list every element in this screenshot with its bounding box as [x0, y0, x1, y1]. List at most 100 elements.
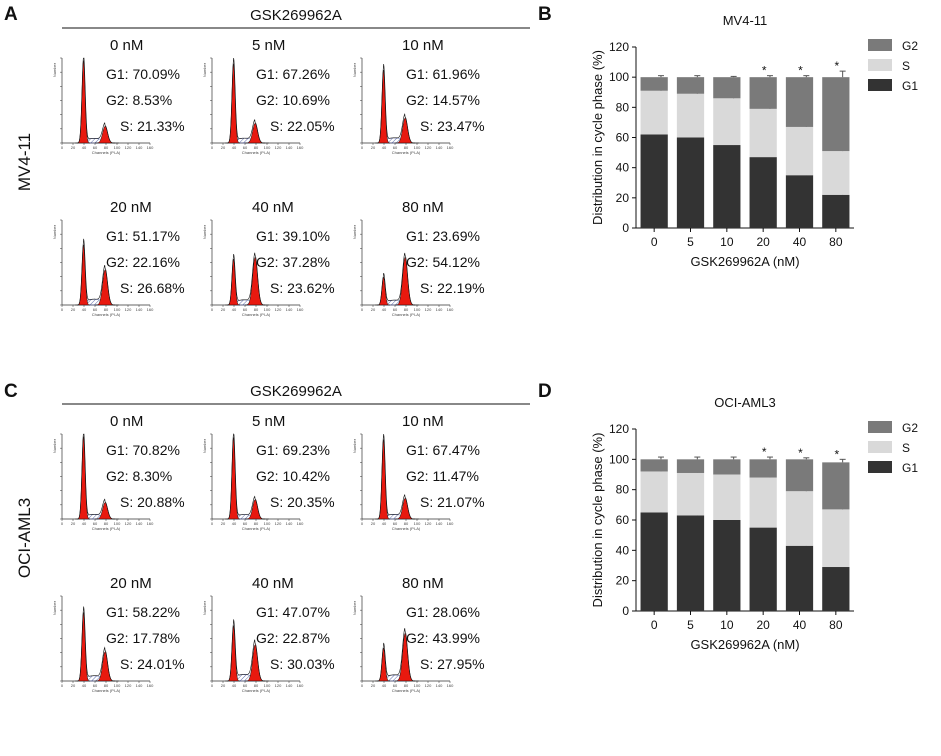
histogram-x-label: Channels (PI-A): [92, 150, 121, 155]
histogram-x-tick-label: 140: [286, 145, 293, 150]
chart-y-tick-label: 80: [616, 100, 630, 114]
bar-g2-0: [640, 77, 668, 91]
sample-concentration: 80 nM: [402, 575, 444, 592]
histogram-x-tick-label: 0: [361, 145, 364, 150]
sample-concentration: 80 nM: [402, 199, 444, 216]
g1-percentage: G1: 51.17%: [106, 228, 180, 244]
histogram-x-tick-label: 0: [61, 145, 64, 150]
histogram-x-tick-label: 160: [447, 307, 454, 312]
histogram-x-tick-label: 120: [425, 521, 432, 526]
chart-y-tick-label: 100: [609, 70, 629, 84]
histogram-x-tick-label: 60: [243, 145, 248, 150]
histogram-x-tick-label: 20: [371, 145, 376, 150]
histogram-x-tick-label: 80: [104, 683, 109, 688]
flow-sample-40-nM: 0 20 40 60 80 100 120 140 160 Channels (PI-A) Numb…: [202, 199, 335, 317]
flow-sample-10-nM: 0 20 40 60 80 100 120 140 160 Channels (PI-A) Numb…: [352, 37, 485, 155]
s-percentage: S: 22.19%: [420, 280, 485, 296]
histogram-x-tick-label: 160: [297, 683, 304, 688]
histogram-x-tick-label: 100: [414, 683, 421, 688]
histogram-x-tick-label: 60: [393, 683, 398, 688]
chart-y-tick-label: 120: [609, 40, 629, 54]
histogram-x-tick-label: 140: [436, 145, 443, 150]
histogram-x-tick-label: 80: [254, 145, 259, 150]
legend-swatch-g2: [868, 39, 892, 51]
histogram-x-tick-label: 120: [125, 307, 132, 312]
g2-percentage: G2: 17.78%: [106, 630, 180, 646]
histogram-x-tick-label: 100: [114, 683, 121, 688]
histogram-x-label: Channels (PI-A): [242, 312, 271, 317]
g1-percentage: G1: 70.82%: [106, 442, 180, 458]
histogram-y-label: Number: [52, 438, 57, 453]
chart-x-tick-label: 20: [756, 618, 770, 632]
flow-sample-80-nM: 0 20 40 60 80 100 120 140 160 Channels (PI-A) Numb…: [352, 575, 485, 693]
histogram-x-tick-label: 0: [61, 683, 64, 688]
histogram-x-tick-label: 120: [275, 683, 282, 688]
cell-line-label: MV4-11: [15, 133, 34, 191]
histogram-x-tick-label: 120: [275, 521, 282, 526]
legend-label-g2: G2: [902, 39, 918, 53]
histogram-envelope: [375, 628, 419, 682]
chart-x-tick-label: 5: [687, 235, 694, 249]
histogram-x-tick-label: 100: [114, 521, 121, 526]
bar-g1-5: [676, 137, 705, 228]
panel-label-a: A: [4, 4, 18, 25]
legend-label-g2: G2: [902, 421, 918, 435]
histogram-x-tick-label: 0: [361, 683, 364, 688]
histogram-g1-peak: [226, 437, 240, 520]
legend-swatch-g1: [868, 79, 892, 91]
sample-concentration: 0 nM: [110, 37, 143, 54]
histogram-x-tick-label: 0: [361, 307, 364, 312]
histogram-x-tick-label: 160: [147, 145, 154, 150]
bar-s-80: [822, 509, 850, 568]
s-percentage: S: 21.07%: [420, 494, 485, 510]
chart-x-tick-label: 80: [829, 235, 843, 249]
histogram-x-tick-label: 80: [104, 307, 109, 312]
histogram-x-tick-label: 40: [232, 521, 237, 526]
bar-g1-20: [749, 527, 777, 611]
chart-x-tick-label: 80: [829, 618, 843, 632]
bar-g1-80: [822, 194, 850, 228]
histogram-x-label: Channels (PI-A): [392, 688, 421, 693]
histogram-x-tick-label: 120: [125, 145, 132, 150]
histogram-g1-peak: [226, 258, 240, 306]
histogram-x-tick-label: 40: [82, 521, 87, 526]
treatment-header: GSK269962A: [250, 383, 342, 400]
chart-y-tick-label: 20: [616, 191, 630, 205]
g1-percentage: G1: 47.07%: [256, 604, 330, 620]
histogram-x-tick-label: 140: [286, 307, 293, 312]
histogram-x-tick-label: 120: [425, 145, 432, 150]
histogram-envelope: [375, 64, 419, 144]
sample-concentration: 5 nM: [252, 413, 285, 430]
histogram-x-tick-label: 20: [221, 683, 226, 688]
histogram-x-label: Channels (PI-A): [242, 688, 271, 693]
histogram-x-label: Channels (PI-A): [92, 312, 121, 317]
chart-title: OCI-AML3: [714, 395, 775, 410]
bar-s-40: [785, 491, 814, 546]
g1-percentage: G1: 23.69%: [406, 228, 480, 244]
bar-s-5: [676, 472, 705, 516]
bar-g2-10: [713, 459, 741, 475]
histogram-x-tick-label: 80: [254, 307, 259, 312]
histogram-x-tick-label: 60: [93, 307, 98, 312]
flow-panel-a: GSK269962A MV4-11 0 20 40 60 80 100 120 140 160 Cha…: [15, 7, 530, 317]
flow-panel-c: GSK269962A OCI-AML3 0 20 40 60 80 100 120 140 160 C…: [15, 383, 530, 693]
s-percentage: S: 27.95%: [420, 656, 485, 672]
histogram-y-label: Number: [202, 600, 207, 615]
histogram-x-tick-label: 40: [382, 307, 387, 312]
s-percentage: S: 20.35%: [270, 494, 335, 510]
bar-g2-40: [785, 459, 814, 492]
sample-concentration: 40 nM: [252, 199, 294, 216]
histogram-g1-peak: [76, 436, 90, 520]
histogram-envelope: [225, 252, 269, 306]
g2-percentage: G2: 14.57%: [406, 92, 480, 108]
histogram-g1-peak: [76, 243, 90, 306]
significance-star: *: [762, 64, 767, 78]
histogram-x-tick-label: 140: [436, 521, 443, 526]
bar-g2-20: [749, 77, 777, 109]
sample-concentration: 10 nM: [402, 413, 444, 430]
bar-g2-10: [713, 77, 741, 99]
histogram-x-tick-label: 80: [404, 307, 409, 312]
histogram-y-label: Number: [52, 62, 57, 77]
sample-concentration: 5 nM: [252, 37, 285, 54]
